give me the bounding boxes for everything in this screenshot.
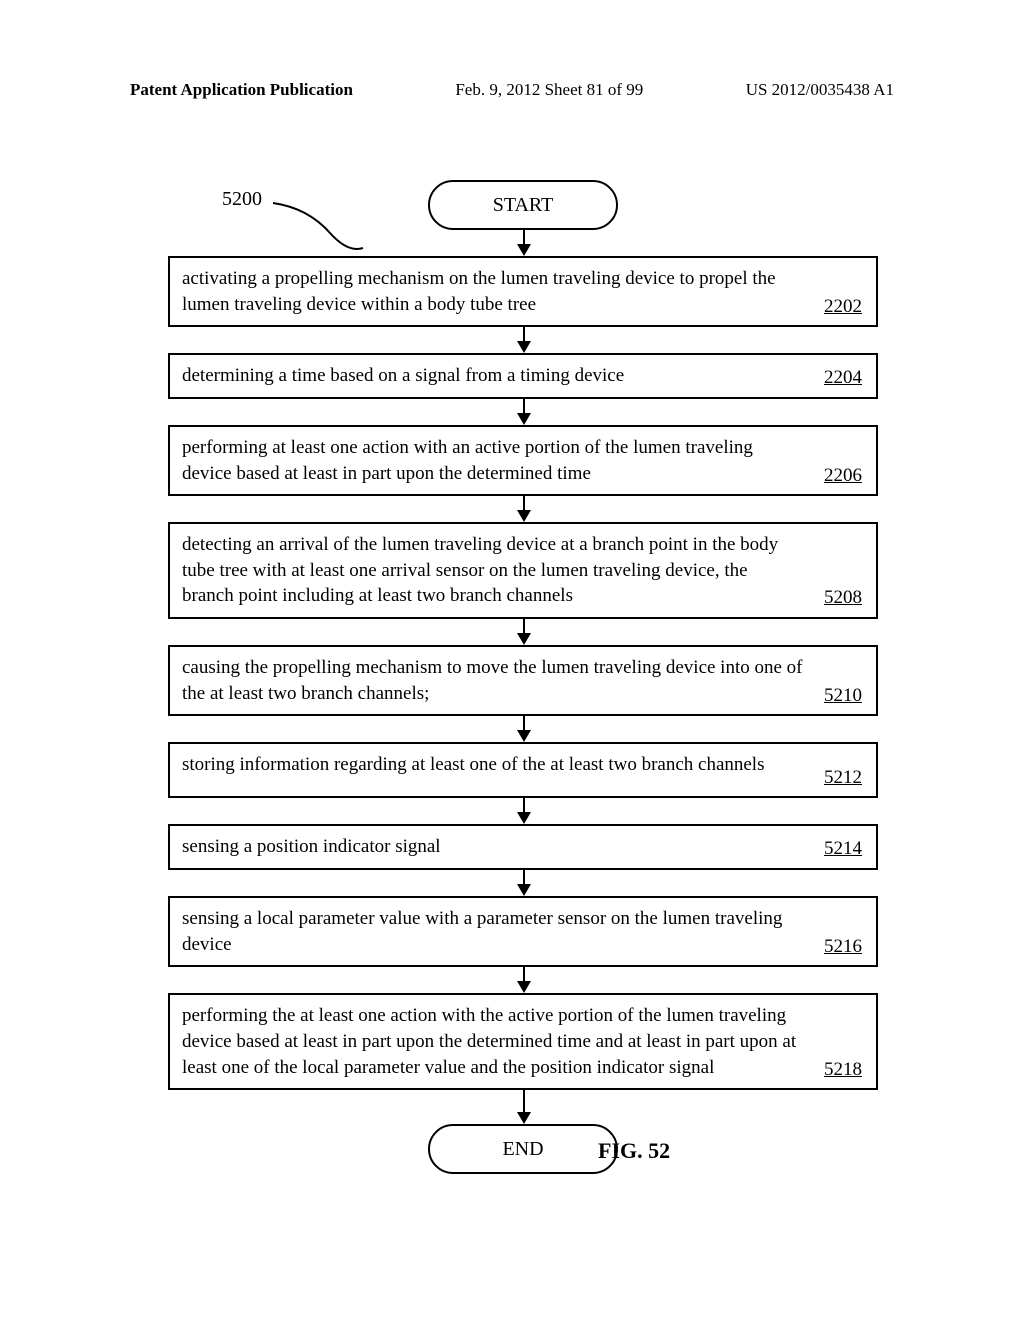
header-center: Feb. 9, 2012 Sheet 81 of 99 — [455, 80, 643, 100]
step-ref-number: 5214 — [824, 836, 862, 862]
flowchart-step: detecting an arrival of the lumen travel… — [168, 522, 878, 619]
end-terminal: END — [428, 1124, 618, 1174]
step-ref-number: 5216 — [824, 934, 862, 960]
step-ref-number: 5218 — [824, 1057, 862, 1083]
flowchart-step: performing at least one action with an a… — [168, 425, 878, 496]
flowchart-step: performing the at least one action with … — [168, 993, 878, 1090]
flowchart-step: activating a propelling mechanism on the… — [168, 256, 878, 327]
flowchart-step: storing information regarding at least o… — [168, 742, 878, 798]
header-left: Patent Application Publication — [130, 80, 353, 100]
end-label: END — [502, 1138, 543, 1161]
step-ref-number: 2204 — [824, 365, 862, 391]
start-terminal: START — [428, 180, 618, 230]
step-ref-number: 2202 — [824, 294, 862, 320]
step-text: sensing a local parameter value with a p… — [182, 906, 864, 957]
start-label: START — [493, 194, 554, 217]
step-text: storing information regarding at least o… — [182, 752, 864, 778]
flowchart-step: sensing a local parameter value with a p… — [168, 896, 878, 967]
step-text: activating a propelling mechanism on the… — [182, 266, 864, 317]
step-ref-number: 5210 — [824, 683, 862, 709]
step-text: determining a time based on a signal fro… — [182, 363, 624, 389]
header-right: US 2012/0035438 A1 — [746, 80, 894, 100]
step-ref-number: 5212 — [824, 765, 862, 791]
steps-host: activating a propelling mechanism on the… — [168, 230, 878, 1090]
page-header: Patent Application Publication Feb. 9, 2… — [0, 0, 1024, 110]
step-text: performing at least one action with an a… — [182, 435, 864, 486]
figure-label: FIG. 52 — [598, 1138, 670, 1164]
step-text: performing the at least one action with … — [182, 1003, 864, 1080]
step-text: sensing a position indicator signal — [182, 834, 441, 860]
flowchart-container: START activating a propelling mechanism … — [168, 180, 878, 1174]
step-text: detecting an arrival of the lumen travel… — [182, 532, 864, 609]
step-text: causing the propelling mechanism to move… — [182, 655, 864, 706]
flowchart-step: sensing a position indicator signal 5214 — [168, 824, 878, 870]
step-ref-number: 2206 — [824, 463, 862, 489]
flowchart-step: determining a time based on a signal fro… — [168, 353, 878, 399]
step-ref-number: 5208 — [824, 585, 862, 611]
flowchart-step: causing the propelling mechanism to move… — [168, 645, 878, 716]
